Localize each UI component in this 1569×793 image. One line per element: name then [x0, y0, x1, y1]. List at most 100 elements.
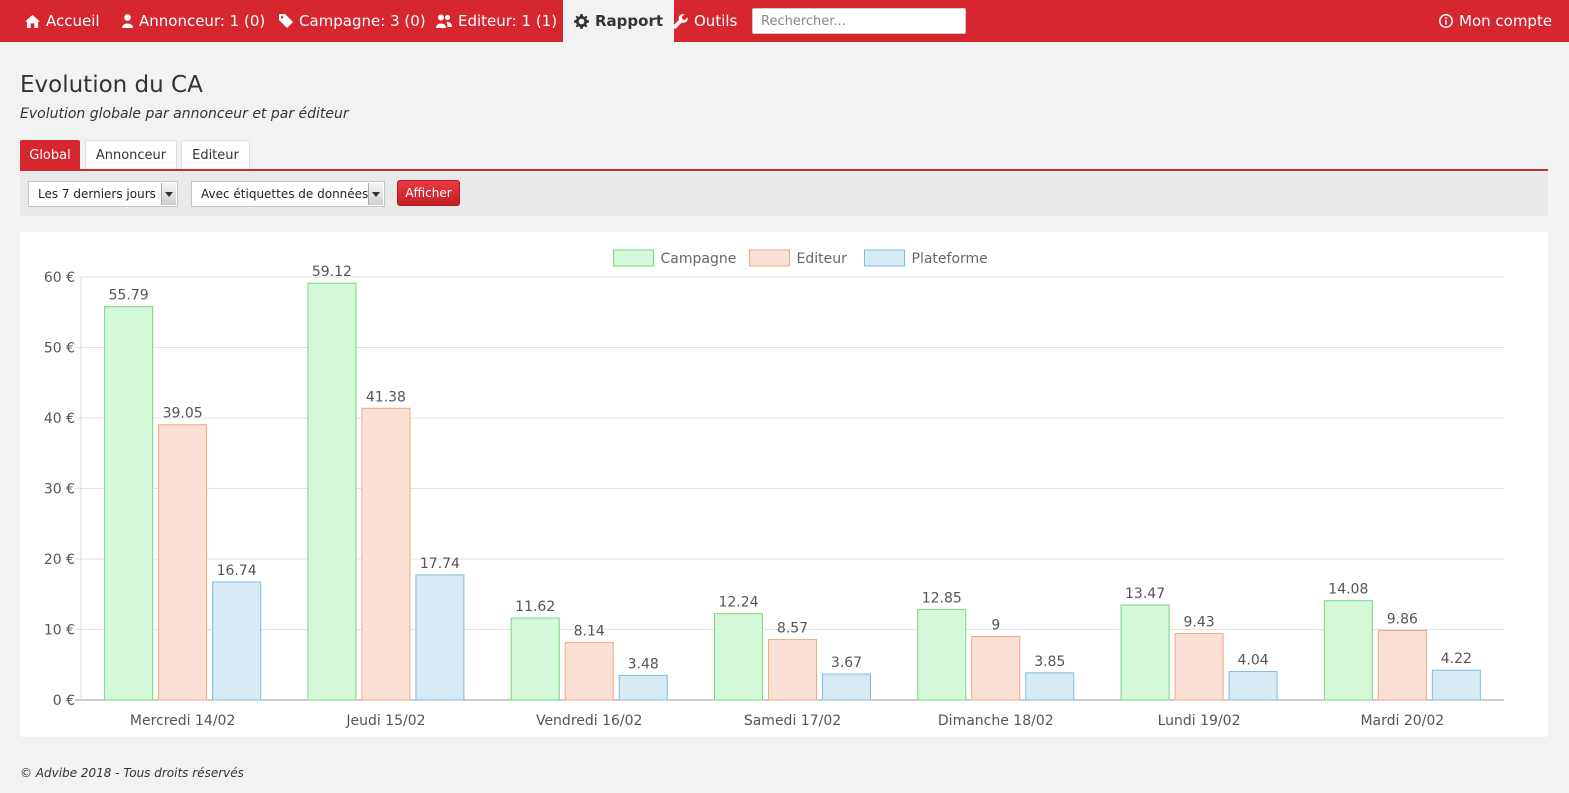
- y-tick-label: 10 €: [44, 623, 75, 639]
- bar-campagne: [1120, 604, 1170, 701]
- data-label: 12.85: [922, 590, 962, 606]
- data-label: 11.62: [515, 599, 555, 615]
- bar-editeur: [564, 642, 614, 701]
- legend-label: Campagne: [661, 251, 737, 267]
- data-label: 9.43: [1183, 615, 1214, 631]
- data-label: 17.74: [420, 556, 460, 572]
- y-tick-label: 40 €: [44, 411, 75, 427]
- bar-editeur: [768, 639, 817, 701]
- info-circle-icon: [1439, 14, 1453, 28]
- data-label: 4.22: [1441, 651, 1472, 667]
- bar-plateforme: [1228, 671, 1278, 701]
- afficher-button[interactable]: Afficher: [397, 180, 460, 206]
- legend-swatch: [864, 249, 905, 267]
- bar-campagne: [510, 617, 560, 701]
- bar-editeur: [361, 407, 411, 701]
- nav-account-label: Mon compte: [1459, 12, 1553, 30]
- data-label: 12.24: [718, 595, 758, 611]
- nav-rapport[interactable]: Rapport: [563, 0, 675, 42]
- x-tick-label: Samedi 17/02: [744, 713, 841, 729]
- labels-select[interactable]: Avec étiquettes de données: [191, 181, 385, 207]
- nav-outils-label: Outils: [694, 12, 738, 30]
- bar-campagne: [1323, 600, 1373, 701]
- search-input[interactable]: [752, 8, 966, 34]
- data-label: 9: [991, 618, 1000, 634]
- data-label: 9.86: [1387, 611, 1418, 627]
- tab-annonceur[interactable]: Annonceur: [85, 140, 177, 169]
- bar-plateforme: [1431, 669, 1481, 701]
- y-tick-label: 60 €: [44, 270, 75, 286]
- y-tick-label: 30 €: [44, 482, 75, 498]
- home-icon: [25, 14, 40, 28]
- bar-plateforme: [1025, 672, 1075, 701]
- data-label: 16.74: [217, 563, 257, 579]
- data-label: 13.47: [1125, 586, 1165, 602]
- wrench-icon: [673, 13, 688, 29]
- x-tick-label: Vendredi 16/02: [536, 713, 643, 729]
- data-label: 14.08: [1328, 582, 1368, 598]
- filter-bar: Les 7 derniers jours Avec étiquettes de …: [20, 172, 1548, 216]
- data-label: 3.67: [831, 655, 862, 671]
- bar-editeur: [158, 424, 208, 701]
- data-label: 8.57: [777, 621, 808, 637]
- data-label: 3.85: [1034, 654, 1065, 670]
- x-tick-label: Mardi 20/02: [1360, 713, 1444, 729]
- data-label: 8.14: [574, 624, 605, 640]
- page-title: Evolution du CA: [20, 72, 203, 98]
- data-label: 3.48: [628, 656, 659, 672]
- user-icon: [122, 14, 133, 28]
- x-tick-label: Lundi 19/02: [1158, 713, 1241, 729]
- y-tick-label: 0 €: [53, 693, 75, 709]
- tab-global[interactable]: Global: [20, 140, 80, 169]
- labels-select-value: Avec étiquettes de données: [201, 187, 369, 201]
- bar-plateforme: [618, 674, 668, 701]
- y-tick-label: 20 €: [44, 552, 75, 568]
- chart-panel: 0 € 10 € 20 € 30 € 40 € 50 € 60 € 55.79 39.05 16.…: [20, 232, 1548, 737]
- bar-editeur: [1174, 633, 1224, 701]
- nav-account[interactable]: Mon compte: [1439, 0, 1552, 42]
- bar-plateforme: [212, 581, 262, 701]
- tag-icon: [279, 14, 293, 28]
- nav-rapport-label: Rapport: [595, 12, 664, 30]
- x-tick-label: Mercredi 14/02: [130, 713, 235, 729]
- gear-icon: [574, 13, 589, 29]
- data-label: 59.12: [312, 264, 352, 280]
- bar-plateforme: [822, 673, 871, 701]
- nav-home[interactable]: Accueil: [25, 0, 100, 42]
- x-tick-label: Jeudi 15/02: [345, 713, 425, 729]
- legend-swatch: [613, 249, 654, 267]
- top-navbar: Accueil Annonceur: 1 (0) Campagne: 3 (0)…: [0, 0, 1569, 42]
- tab-editeur[interactable]: Editeur: [181, 140, 250, 169]
- chevron-down-icon: [368, 183, 383, 205]
- revenue-bar-chart: 0 € 10 € 20 € 30 € 40 € 50 € 60 € 55.79 39.05 16.…: [44, 249, 1504, 729]
- period-select-value: Les 7 derniers jours: [38, 187, 156, 201]
- y-tick-label: 50 €: [44, 341, 75, 357]
- bar-editeur: [971, 636, 1021, 701]
- legend-label: Editeur: [797, 251, 848, 267]
- nav-editeur-label: Editeur: 1 (1): [458, 12, 558, 30]
- bar-campagne: [917, 608, 967, 701]
- bar-editeur: [1377, 629, 1427, 701]
- data-label: 55.79: [109, 288, 149, 304]
- nav-outils[interactable]: Outils: [673, 0, 737, 42]
- legend-swatch: [749, 249, 790, 267]
- data-label: 41.38: [366, 389, 406, 405]
- nav-editeur[interactable]: Editeur: 1 (1): [436, 0, 557, 42]
- footer-copyright: © Advibe 2018 - Tous droits réservés: [20, 766, 244, 780]
- nav-annonceur[interactable]: Annonceur: 1 (0): [122, 0, 265, 42]
- x-tick-label: Dimanche 18/02: [938, 713, 1054, 729]
- nav-annonceur-label: Annonceur: 1 (0): [139, 12, 266, 30]
- bar-campagne: [104, 306, 154, 701]
- report-tabs: Global Annonceur Editeur: [20, 140, 1548, 171]
- data-label: 39.05: [163, 406, 203, 422]
- nav-campagne[interactable]: Campagne: 3 (0): [279, 0, 426, 42]
- page-subtitle: Evolution globale par annonceur et par é…: [20, 106, 349, 122]
- bar-campagne: [307, 282, 357, 701]
- legend-label: Plateforme: [912, 251, 988, 267]
- chevron-down-icon: [161, 183, 176, 205]
- bar-plateforme: [415, 574, 465, 701]
- period-select[interactable]: Les 7 derniers jours: [28, 181, 178, 207]
- nav-home-label: Accueil: [46, 12, 100, 30]
- users-icon: [436, 14, 452, 28]
- data-label: 4.04: [1237, 653, 1268, 669]
